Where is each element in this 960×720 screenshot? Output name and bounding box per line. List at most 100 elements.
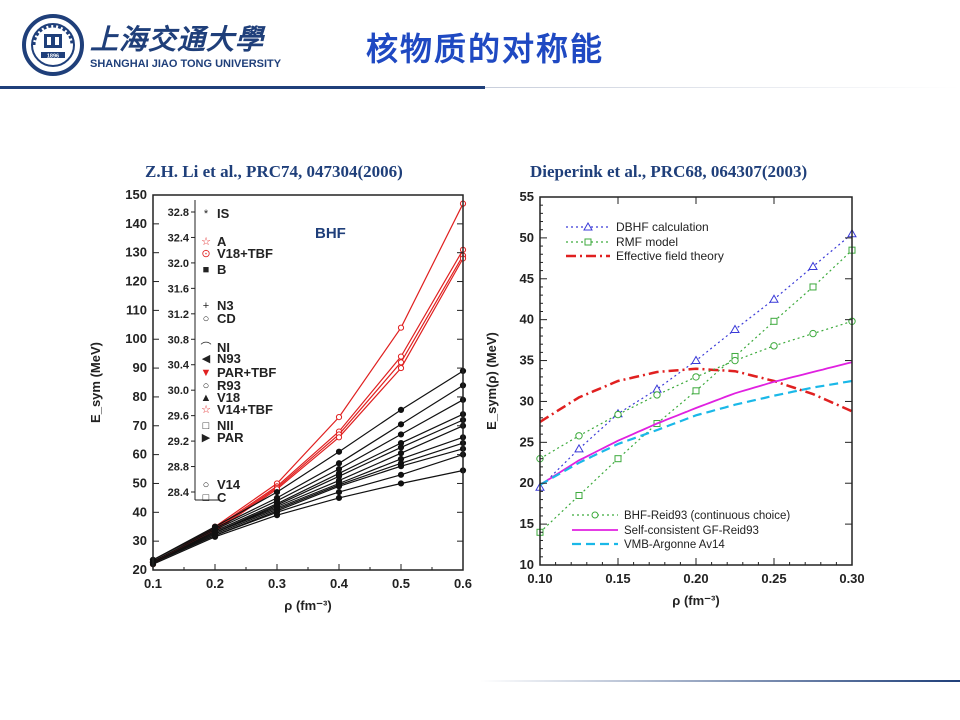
inset-tick-label: 30.0 [168,385,189,397]
data-point [273,512,281,519]
y-tick-label: 40 [520,312,534,327]
data-point [809,283,817,291]
data-point [397,324,405,331]
y-tick-label: 90 [133,360,147,375]
x-axis-label: ρ (fm⁻³) [284,598,331,613]
legend-label: C [217,490,227,505]
legend-marker: ○ [203,313,210,325]
legend-label: V18+TBF [217,246,273,261]
university-logo: 1896 [20,14,240,76]
data-point [808,261,818,271]
series-line [152,469,464,565]
footer-divider [480,680,960,682]
right-symmetry-energy-chart: 0.10 0.15 0.20 0.25 0.30 10 15 20 25 30 35 40 45 50 55… [484,189,865,608]
y-tick-label: 130 [125,245,147,260]
data-point [397,353,405,360]
series-line [152,258,464,562]
data-point [397,364,405,372]
inset-tick-label: 30.4 [168,360,190,372]
legend-label: IS [217,206,230,221]
data-point [397,431,405,438]
left-chart-reference: Z.H. Li et al., PRC74, 047304(2006) [145,162,403,181]
y-tick-label: 70 [133,418,147,433]
series-line [152,399,464,562]
data-point [335,483,343,490]
x-tick-label: 0.20 [683,571,708,586]
data-point [652,384,662,393]
data-point [335,494,343,501]
x-tick-label: 0.1 [144,576,162,591]
legend-label: B [217,262,226,277]
legend-marker: ⊙ [201,248,210,260]
series-line [152,454,464,564]
inset-tick-label: 29.2 [168,436,189,448]
data-point [575,491,583,499]
data-point [397,406,405,414]
x-axis-label: ρ (fm⁻³) [672,593,719,608]
data-point [809,329,817,338]
data-point [335,448,343,455]
logo-chinese-name: 上海交通大學 [90,23,265,56]
data-point [691,355,701,365]
legend-label: NI [217,340,230,355]
series-line [152,255,464,563]
bhf-annotation: BHF [315,225,346,242]
data-point [770,342,778,350]
data-point [335,434,343,441]
y-axis-label: E_sym (MeV) [88,342,103,423]
y-tick-label: 55 [520,189,534,204]
data-point [614,455,622,463]
series-line [539,379,853,486]
series-line [152,448,464,564]
y-tick-label: 10 [520,557,534,572]
inset-tick-label: 32.8 [168,207,189,219]
data-point [397,480,405,487]
legend-label: Effective field theory [616,249,724,263]
y-tick-label: 35 [520,353,534,368]
data-point [335,414,343,421]
x-tick-label: 0.2 [206,576,224,591]
legend-marker: ◀ [202,353,211,365]
x-tick-label: 0.25 [761,571,786,586]
data-point [397,421,405,428]
legend-label: N93 [217,351,241,366]
inset-tick-label: 30.8 [168,334,189,346]
legend-label: Self-consistent GF-Reid93 [624,525,759,537]
data-point [769,294,779,303]
legend-marker: ▼ [201,367,212,379]
data-point [397,471,405,478]
left-symmetry-energy-chart: 32.8 32.4 32.0 31.6 31.2 30.8 30.4 30.0 29.6 29.2… [88,187,472,613]
series-line [152,370,464,561]
data-point [575,432,583,440]
x-tick-label: 0.6 [454,576,472,591]
header-divider [0,86,485,89]
y-tick-label: 110 [126,302,147,317]
legend-marker: ■ [203,264,210,276]
right-chart-reference: Dieperink et al., PRC68, 064307(2003) [530,162,808,181]
y-tick-label: 100 [125,331,147,346]
legend-label: NII [217,418,234,433]
data-point [397,463,405,470]
legend-marker [591,511,599,519]
data-point [335,489,343,496]
x-tick-label: 0.3 [268,576,286,591]
data-point [614,410,622,419]
legend-marker: ☆ [201,236,211,248]
legend-label: PAR [217,430,244,445]
data-point [731,356,739,365]
legend-marker: □ [203,492,210,504]
y-tick-label: 150 [125,187,147,202]
series-line [152,436,464,564]
x-tick-label: 0.30 [839,571,864,586]
logo-year: 1896 [47,54,59,60]
university-seal-icon: 1896 [22,14,84,76]
y-tick-label: 20 [133,562,147,577]
y-tick-label: 15 [520,516,534,531]
legend-label: R93 [217,378,241,393]
data-point [770,317,778,325]
y-tick-label: 25 [520,434,534,449]
y-tick-label: 60 [133,447,147,462]
legend-label: V18 [217,390,240,405]
legend-marker [583,221,593,231]
legend-marker: ○ [203,479,210,491]
